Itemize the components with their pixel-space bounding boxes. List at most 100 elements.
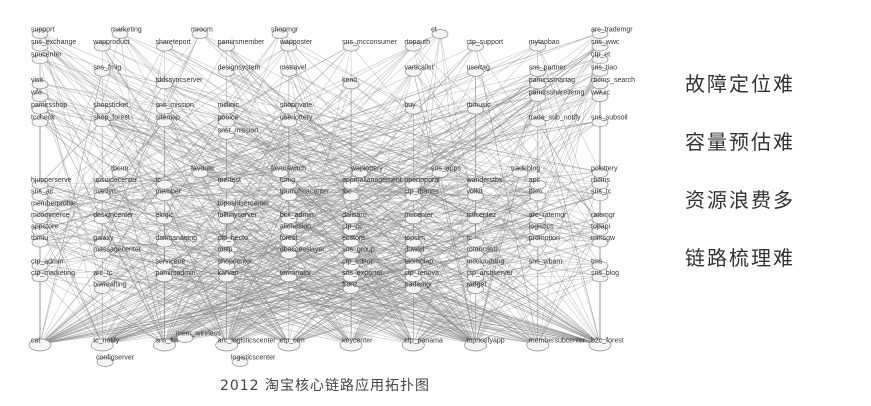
dependency-edge (102, 241, 352, 345)
service-node (280, 104, 298, 115)
service-node-label: ecstore (342, 235, 365, 242)
service-node-label: arc_tc (93, 270, 113, 277)
dependency-edge (226, 121, 290, 254)
service-node-label: distmanaging (155, 235, 197, 242)
dependency-edge (288, 121, 352, 254)
service-node-label: ctp_crm (280, 338, 305, 345)
dependency-edge (537, 95, 601, 345)
dependency-edge (288, 108, 476, 219)
service-node (156, 272, 173, 283)
service-node (529, 237, 547, 248)
service-node (342, 260, 360, 271)
service-node-label: memberprofile (31, 200, 76, 207)
dependency-edge (164, 32, 601, 196)
dependency-edge (39, 171, 361, 345)
service-node-label: taomolap (404, 258, 433, 265)
dependency-edge (119, 171, 414, 219)
service-node (342, 79, 360, 90)
dependency-edge (226, 133, 538, 266)
service-node-label: snst_mission (218, 127, 259, 134)
service-node-label: favorite (191, 166, 214, 173)
service-node-label: favorswitch (271, 166, 306, 173)
service-node (404, 284, 422, 294)
dependency-edge (39, 120, 289, 231)
service-node-label: pamirssmartag (529, 77, 575, 84)
service-node-label: userlottery (280, 115, 313, 122)
dependency-edge (288, 95, 601, 219)
dependency-edge (101, 45, 165, 345)
service-node (529, 260, 547, 271)
service-node (404, 272, 422, 283)
service-node (467, 41, 484, 52)
dependency-edge (39, 276, 103, 345)
dependency-edge (39, 287, 352, 345)
service-node-label: sitemap (155, 115, 180, 122)
service-node-label: pamirsshop (31, 102, 67, 109)
service-node-label: logisticscenter (231, 355, 276, 362)
service-node (31, 41, 49, 52)
dependency-edge (101, 171, 121, 289)
service-node-label: ctp_admin (31, 258, 63, 265)
service-node-label: keycenter (342, 338, 373, 345)
dependency-edge (537, 218, 601, 345)
dependency-edge (199, 171, 414, 184)
problem-fault-location: 故障定位难 (685, 72, 795, 96)
dependency-edge (39, 206, 227, 345)
dependency-edge (164, 229, 290, 345)
service-node-label: sns_mcconsumer (342, 39, 398, 46)
service-node (93, 117, 111, 128)
dependency-edge (350, 194, 414, 254)
service-node (31, 79, 49, 90)
service-node-label: wapiottery (350, 166, 383, 173)
service-node (526, 338, 550, 352)
service-node (404, 214, 422, 225)
dependency-edge (102, 83, 601, 242)
dependency-edge (164, 108, 476, 196)
service-node-label: item (529, 189, 542, 196)
service-node-label: cat (31, 338, 40, 345)
service-node (404, 260, 422, 271)
dependency-edge (439, 70, 601, 173)
service-node (431, 168, 449, 178)
service-node-label: tradeblog (511, 166, 540, 173)
service-node (280, 249, 298, 260)
dependency-edge (413, 70, 476, 345)
service-node-label: mem_wireless (176, 331, 221, 338)
dependency-edge (199, 45, 476, 173)
service-node (156, 41, 173, 52)
service-node (231, 357, 249, 367)
dependency-edge (39, 32, 476, 219)
service-node-label: sns_exporter (342, 270, 383, 277)
service-node-label: trade_sub_notify (529, 115, 581, 122)
service-node (156, 104, 173, 115)
service-node-label: rbcms (591, 177, 611, 184)
service-node-label: tbmiu (31, 235, 48, 242)
dependency-edge (39, 229, 103, 242)
dependency-edge (288, 264, 538, 345)
service-node (31, 29, 49, 39)
dependency-edge (351, 218, 414, 242)
service-node-label: marilyn (93, 189, 116, 196)
service-node-label: sns_apps (431, 166, 461, 173)
service-node (156, 179, 173, 190)
dependency-edge (102, 121, 290, 345)
service-node (529, 117, 547, 128)
service-node (467, 66, 484, 77)
service-node-label: ratemgr (591, 212, 616, 219)
dependency-edge (39, 121, 103, 184)
service-node (280, 41, 298, 52)
service-node-label: sns_blog (591, 270, 619, 277)
dependency-edge (39, 183, 165, 277)
dependency-edge (164, 264, 414, 345)
service-node (342, 237, 360, 248)
service-node (218, 129, 236, 140)
dependency-edge (288, 183, 476, 231)
dependency-edge (39, 108, 352, 184)
service-node (529, 179, 547, 190)
dependency-edge (413, 229, 601, 289)
dependency-edge (537, 183, 601, 345)
service-node (431, 29, 449, 39)
dependency-edge (288, 183, 352, 242)
service-node (464, 338, 487, 352)
service-node (404, 237, 422, 248)
